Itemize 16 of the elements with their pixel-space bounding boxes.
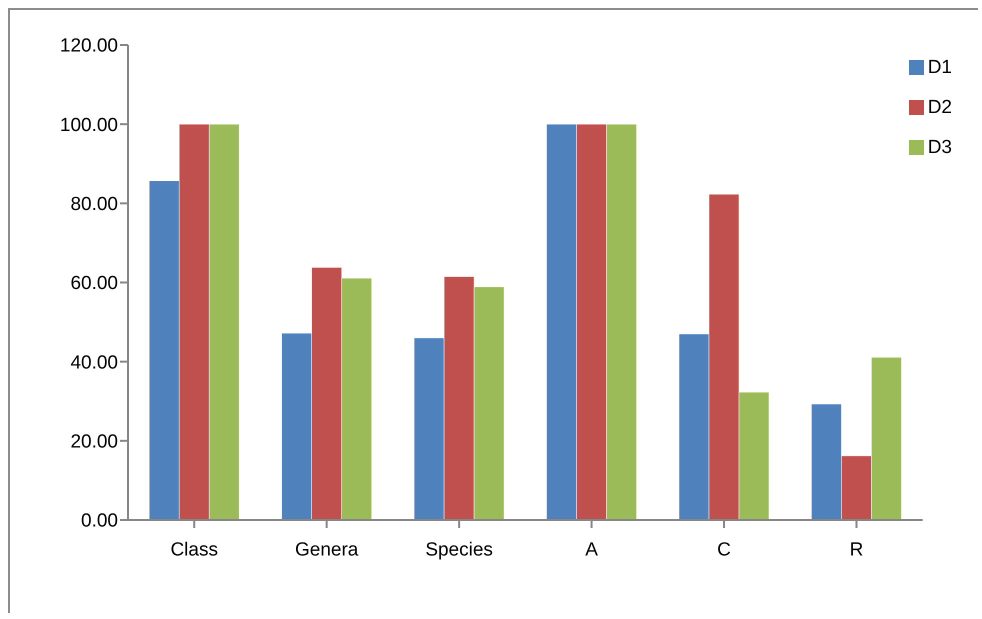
y-tick-label: 0.00 (81, 510, 118, 532)
y-tick-label: 20.00 (70, 432, 118, 453)
x-tick-label: A (585, 539, 598, 560)
x-tick-label: Genera (294, 539, 359, 560)
x-tick-label: C (717, 539, 731, 560)
y-tick-label: 60.00 (70, 273, 118, 294)
y-tick-label: 120.00 (60, 36, 118, 57)
x-tick-label: R (850, 539, 864, 560)
y-tick-label: 100.00 (60, 114, 118, 136)
legend-label: D3 (928, 137, 952, 158)
x-tick-label: Class (170, 539, 218, 560)
legend-label: D1 (928, 57, 952, 78)
y-tick-label: 40.00 (70, 352, 118, 374)
x-tick-label: Species (425, 539, 493, 560)
y-tick-label: 80.00 (70, 194, 118, 216)
legend-label: D2 (928, 97, 952, 118)
